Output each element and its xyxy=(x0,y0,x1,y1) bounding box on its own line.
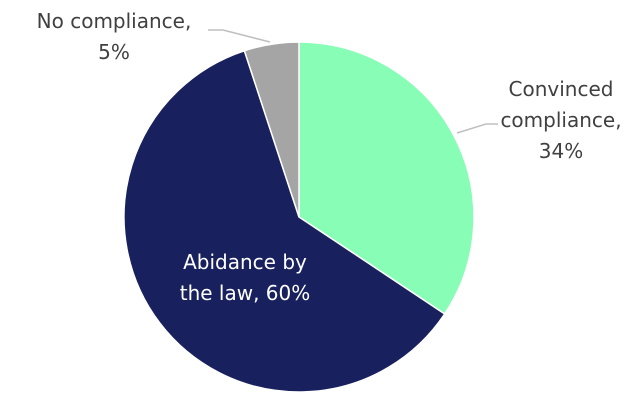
leader-line-none xyxy=(208,29,271,43)
data-label-none-line: No compliance, xyxy=(37,9,192,33)
leader-lines xyxy=(208,29,498,134)
leader-line-convinced xyxy=(456,123,498,134)
data-label-convinced-line: Convinced xyxy=(509,77,614,101)
data-labels: Convinced compliance, 34% Abidance by the la… xyxy=(37,9,622,305)
data-label-convinced-line: compliance, xyxy=(500,108,621,132)
data-label-none-line: 5% xyxy=(98,40,130,64)
data-label-abidance-line: Abidance by xyxy=(183,250,307,274)
data-label-convinced: Convinced compliance, 34% xyxy=(500,77,621,163)
data-label-abidance-line: the law, 60% xyxy=(180,281,311,305)
pie-slice-abidance xyxy=(123,49,446,393)
data-label-convinced-line: 34% xyxy=(539,139,583,163)
pie-slices xyxy=(123,41,475,393)
data-label-abidance: Abidance by the law, 60% xyxy=(180,250,311,305)
pie-slice-none xyxy=(243,41,300,218)
data-label-none: No compliance, 5% xyxy=(37,9,192,64)
